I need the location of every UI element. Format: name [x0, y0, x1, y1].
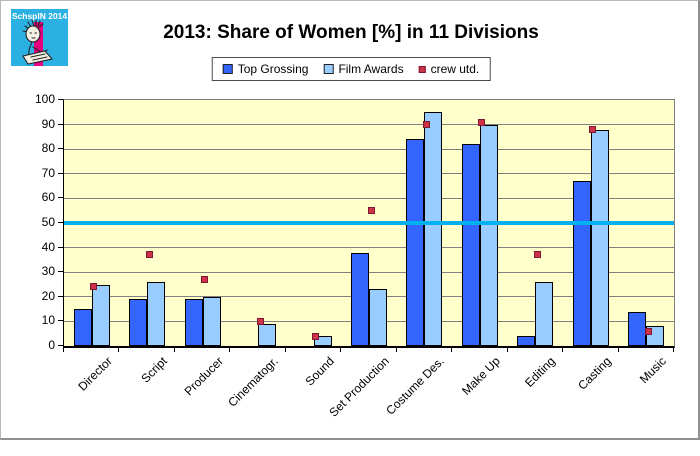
x-axis-label: Set Production: [326, 354, 392, 420]
legend-label-film-awards: Film Awards: [338, 62, 404, 76]
x-axis-label: Sound: [301, 354, 337, 389]
bar-film-awards: [369, 289, 387, 346]
bar-top-grossing: [406, 139, 425, 346]
x-axis-tick: [284, 347, 286, 352]
bar-film-awards: [258, 323, 277, 346]
x-axis-label: Make Up: [458, 354, 503, 398]
bar-film-awards: [202, 296, 221, 346]
y-axis-tick: [58, 295, 63, 297]
legend-label-top-grossing: Top Grossing: [237, 62, 309, 76]
bar-film-awards: [147, 282, 166, 346]
y-axis-tick: [58, 222, 63, 223]
y-axis-label: 70: [41, 165, 55, 180]
y-axis-tick: [58, 345, 63, 346]
x-axis-label: Music: [637, 354, 670, 387]
x-axis-tick: [451, 347, 453, 352]
y-axis-label: 50: [41, 215, 55, 229]
x-axis-label: Cinematogr.: [225, 354, 281, 410]
bar-top-grossing: [351, 252, 369, 346]
x-axis-label: Costume Des.: [383, 354, 448, 418]
gridline: [64, 197, 674, 199]
bar-film-awards: [535, 282, 554, 346]
logo-image: [11, 9, 68, 66]
legend-marker-top-grossing-icon: [222, 64, 233, 74]
reference-line-50: [64, 221, 674, 225]
bar-film-awards: [479, 124, 498, 346]
bar-top-grossing: [461, 144, 480, 346]
y-axis-label: 40: [41, 239, 55, 254]
legend-label-crew-utd: crew utd.: [430, 62, 480, 76]
y-axis-label: 100: [34, 92, 55, 106]
y-axis-label: 0: [48, 338, 55, 352]
x-axis-label: Editing: [522, 354, 559, 390]
gridline: [64, 124, 674, 126]
gridline: [64, 148, 674, 150]
point-crew-utd-: [256, 317, 264, 325]
schspin-logo: SchspIN 2014: [11, 9, 68, 66]
point-crew-utd-: [644, 327, 652, 335]
bar-film-awards: [91, 284, 110, 346]
legend-marker-film-awards-icon: [323, 64, 334, 74]
legend-marker-crew-utd-icon: [418, 65, 426, 73]
point-crew-utd-: [145, 251, 153, 259]
y-axis-label: 30: [41, 264, 55, 279]
point-crew-utd-: [478, 118, 486, 126]
chart-legend: Top Grossing Film Awards crew utd.: [211, 57, 491, 81]
point-crew-utd-: [422, 121, 430, 129]
point-crew-utd-: [367, 207, 375, 215]
x-axis-tick: [173, 347, 175, 352]
x-axis-tick: [63, 347, 64, 352]
bar-top-grossing: [628, 311, 647, 346]
bar-top-grossing: [129, 299, 148, 346]
y-axis-tick: [58, 148, 63, 150]
x-axis-tick: [340, 347, 342, 352]
x-axis-tick: [506, 347, 508, 352]
legend-item-film-awards: Film Awards: [323, 62, 404, 76]
x-axis-tick: [229, 347, 231, 352]
bar-film-awards: [590, 129, 609, 346]
x-axis-tick: [118, 347, 120, 352]
y-axis-tick: [58, 172, 63, 174]
bar-film-awards: [313, 336, 332, 346]
y-axis-label: 90: [41, 116, 55, 131]
y-axis-label: 10: [41, 313, 55, 328]
y-axis-label: 80: [41, 141, 55, 156]
x-axis-tick: [673, 347, 674, 352]
legend-item-crew-utd: crew utd.: [418, 62, 480, 76]
plot-area: [63, 99, 675, 348]
x-axis-label: Script: [138, 354, 171, 386]
point-crew-utd-: [90, 283, 98, 291]
x-axis-label: Casting: [575, 354, 614, 393]
bar-film-awards: [424, 112, 443, 346]
bar-top-grossing: [184, 299, 203, 346]
y-axis-tick: [58, 246, 63, 248]
point-crew-utd-: [533, 251, 541, 259]
y-axis-tick: [58, 197, 63, 199]
y-axis-label: 60: [41, 190, 55, 205]
point-crew-utd-: [589, 126, 597, 134]
logo-text: SchspIN 2014: [11, 11, 68, 21]
x-axis-label: Producer: [181, 354, 226, 399]
y-axis-tick: [58, 271, 63, 273]
x-axis-tick: [617, 347, 619, 352]
legend-item-top-grossing: Top Grossing: [222, 62, 309, 76]
x-axis-label: Director: [75, 354, 115, 394]
chart-title: 2013: Share of Women [%] in 11 Divisions: [163, 22, 539, 43]
bar-top-grossing: [73, 309, 92, 346]
bar-top-grossing: [517, 336, 536, 346]
y-axis-tick: [58, 99, 63, 100]
bar-top-grossing: [572, 181, 591, 346]
y-axis-tick: [58, 320, 63, 322]
y-axis-tick: [58, 123, 63, 125]
x-axis-tick: [562, 347, 564, 352]
y-axis-label: 20: [41, 288, 55, 303]
point-crew-utd-: [201, 276, 209, 284]
gridline: [64, 271, 674, 273]
gridline: [64, 247, 674, 249]
point-crew-utd-: [312, 332, 320, 340]
x-axis-tick: [395, 347, 397, 352]
gridline: [64, 173, 674, 175]
chart-container: SchspIN 2014 2013: Share of Women [%] in…: [1, 1, 700, 441]
